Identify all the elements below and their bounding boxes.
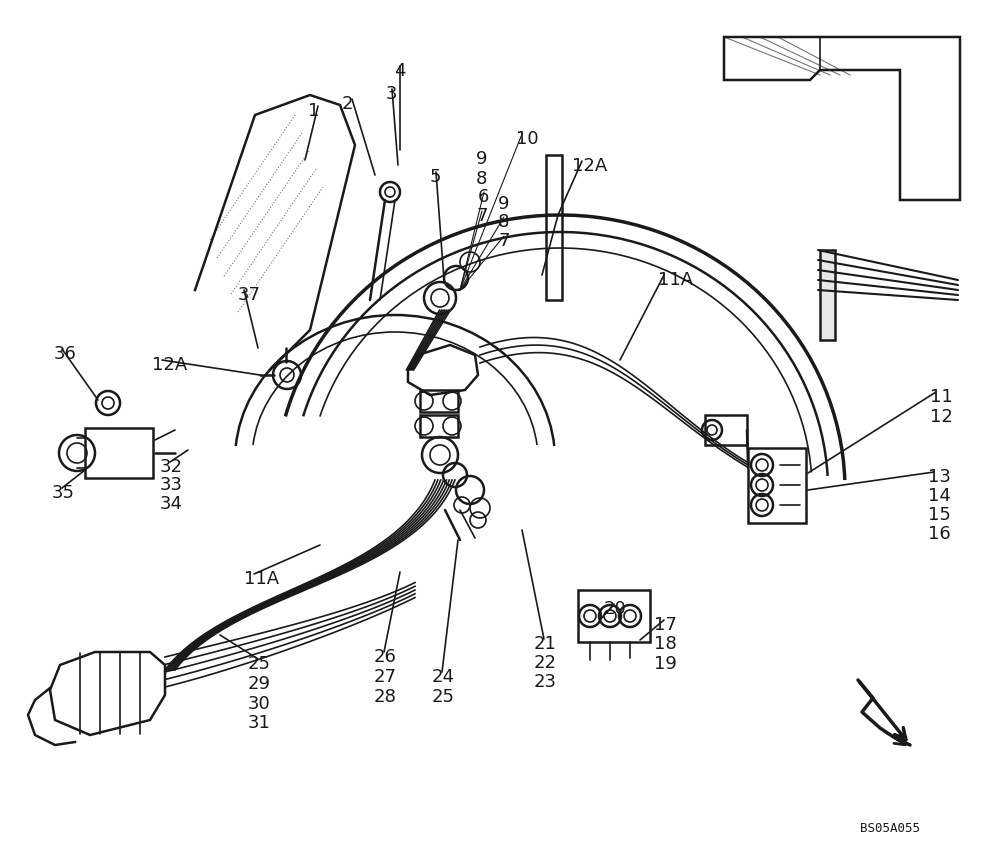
Text: 11A: 11A [658, 271, 693, 289]
Text: 12: 12 [930, 408, 953, 426]
Text: 28: 28 [374, 688, 397, 706]
Text: 17: 17 [654, 616, 677, 634]
Text: 10: 10 [516, 130, 539, 148]
Text: 15: 15 [928, 506, 951, 524]
Text: 2: 2 [342, 95, 354, 113]
Text: 21: 21 [534, 635, 557, 653]
Text: 25: 25 [248, 655, 271, 673]
Bar [748, 448, 806, 523]
Text: 29: 29 [248, 675, 271, 693]
Text: 16: 16 [928, 525, 951, 543]
Text: 7: 7 [476, 207, 488, 225]
Text: 31: 31 [248, 714, 271, 732]
Bar [85, 428, 153, 478]
Text: 13: 13 [928, 468, 951, 486]
Text: 9: 9 [498, 195, 510, 213]
Text: 18: 18 [654, 635, 677, 653]
Text: 32: 32 [160, 458, 183, 476]
Text: 5: 5 [430, 168, 442, 186]
Text: 4: 4 [394, 62, 406, 80]
Text: 23: 23 [534, 673, 557, 691]
Bar [546, 155, 562, 300]
Text: 8: 8 [498, 213, 509, 231]
Text: 26: 26 [374, 648, 397, 666]
Bar [705, 415, 747, 445]
Text: BS05A055: BS05A055 [860, 822, 920, 835]
Text: 7: 7 [498, 232, 510, 250]
Text: 11A: 11A [244, 570, 279, 588]
Text: 11: 11 [930, 388, 953, 406]
Text: 36: 36 [54, 345, 77, 363]
Text: 27: 27 [374, 668, 397, 686]
Text: 22: 22 [534, 654, 557, 672]
Text: 9: 9 [476, 150, 488, 168]
Bar [820, 250, 835, 340]
Text: 12A: 12A [572, 157, 607, 175]
Text: 24: 24 [432, 668, 455, 686]
Text: 25: 25 [432, 688, 455, 706]
Text: 1: 1 [308, 102, 319, 120]
Bar [578, 590, 650, 642]
Bar [420, 415, 458, 437]
Text: 33: 33 [160, 476, 183, 494]
Text: 6: 6 [478, 188, 489, 206]
Text: 8: 8 [476, 170, 487, 188]
Text: 37: 37 [238, 286, 261, 304]
Text: 20: 20 [604, 600, 627, 618]
Text: 14: 14 [928, 487, 951, 505]
Text: 30: 30 [248, 695, 271, 713]
Bar [420, 390, 458, 412]
Text: 19: 19 [654, 655, 677, 673]
Text: 3: 3 [386, 85, 398, 103]
Text: 35: 35 [52, 484, 75, 502]
Text: 12A: 12A [152, 356, 187, 374]
Text: 34: 34 [160, 495, 183, 513]
